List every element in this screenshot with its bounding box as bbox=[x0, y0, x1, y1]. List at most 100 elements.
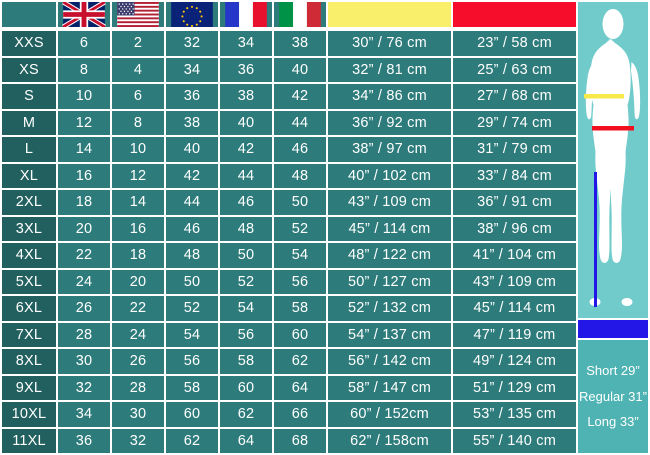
cell-it: 40 bbox=[274, 57, 326, 82]
cell-waist: 31” / 79 cm bbox=[453, 137, 576, 162]
header-cell-size bbox=[2, 2, 56, 27]
cell-eu: 40 bbox=[166, 137, 218, 162]
cell-it: 48 bbox=[274, 163, 326, 188]
header-cell-eu bbox=[166, 2, 218, 27]
table-row: 6XL 26 22 52 54 58 52” / 132 cm 45” / 114 cm bbox=[0, 296, 578, 323]
cell-uk: 14 bbox=[58, 137, 110, 162]
cell-fr: 64 bbox=[220, 428, 272, 453]
cell-uk: 10 bbox=[58, 84, 110, 109]
cell-us: 18 bbox=[112, 243, 164, 268]
cell-size: XL bbox=[2, 163, 56, 188]
cell-us: 14 bbox=[112, 190, 164, 215]
table-row: 5XL 24 20 50 52 56 50” / 127 cm 43” / 109 cm bbox=[0, 269, 578, 297]
cell-waist: 47” / 119 cm bbox=[453, 322, 576, 347]
cell-fr: 48 bbox=[220, 216, 272, 241]
cell-waist: 55” / 140 cm bbox=[453, 428, 576, 453]
cell-eu: 34 bbox=[166, 57, 218, 82]
cell-size: 5XL bbox=[2, 269, 56, 294]
cell-bust: 34” / 86 cm bbox=[328, 84, 451, 109]
cell-fr: 62 bbox=[220, 402, 272, 427]
cell-eu: 50 bbox=[166, 269, 218, 294]
cell-us: 32 bbox=[112, 428, 164, 453]
table-row: 11XL 36 32 62 64 68 62” / 158cm 55” / 140 cm bbox=[0, 428, 578, 455]
table-row: 7XL 28 24 54 56 60 54” / 137 cm 47” / 119 cm bbox=[0, 322, 578, 350]
table-header-row bbox=[0, 0, 578, 29]
cell-waist: 43” / 109 cm bbox=[453, 269, 576, 294]
cell-us: 22 bbox=[112, 296, 164, 321]
cell-it: 44 bbox=[274, 110, 326, 135]
cell-fr: 46 bbox=[220, 190, 272, 215]
cell-bust: 38” / 97 cm bbox=[328, 137, 451, 162]
cell-waist: 41” / 104 cm bbox=[453, 243, 576, 268]
cell-fr: 42 bbox=[220, 137, 272, 162]
inseam-line bbox=[594, 172, 597, 307]
cell-uk: 28 bbox=[58, 322, 110, 347]
size-table: XXS 6 2 32 34 38 30” / 76 cm 23” / 58 cm XS 8 4 34 3… bbox=[0, 0, 578, 455]
cell-us: 24 bbox=[112, 322, 164, 347]
cell-waist: 51” / 129 cm bbox=[453, 375, 576, 400]
table-row: XXS 6 2 32 34 38 30” / 76 cm 23” / 58 cm bbox=[0, 29, 578, 58]
cell-fr: 60 bbox=[220, 375, 272, 400]
cell-uk: 20 bbox=[58, 216, 110, 241]
cell-eu: 36 bbox=[166, 84, 218, 109]
cell-size: XS bbox=[2, 57, 56, 82]
waist-line bbox=[592, 126, 634, 131]
cell-fr: 36 bbox=[220, 57, 272, 82]
cell-eu: 46 bbox=[166, 216, 218, 241]
cell-fr: 40 bbox=[220, 110, 272, 135]
cell-fr: 50 bbox=[220, 243, 272, 268]
cell-waist: 36” / 91 cm bbox=[453, 190, 576, 215]
cell-bust: 52” / 132 cm bbox=[328, 296, 451, 321]
cell-us: 28 bbox=[112, 375, 164, 400]
table-row: 3XL 20 16 46 48 52 45” / 114 cm 38” / 96 cm bbox=[0, 216, 578, 244]
italy-flag-icon bbox=[274, 2, 326, 27]
cell-uk: 12 bbox=[58, 110, 110, 135]
cell-bust: 40” / 102 cm bbox=[328, 163, 451, 188]
cell-bust: 58” / 147 cm bbox=[328, 375, 451, 400]
cell-bust: 56” / 142 cm bbox=[328, 349, 451, 374]
inseam-color-bar bbox=[578, 320, 648, 338]
yellow-swatch-icon bbox=[328, 2, 451, 27]
cell-bust: 48” / 122 cm bbox=[328, 243, 451, 268]
cell-waist: 53” / 135 cm bbox=[453, 402, 576, 427]
cell-waist: 29” / 74 cm bbox=[453, 110, 576, 135]
red-swatch-icon bbox=[453, 2, 576, 27]
cell-it: 62 bbox=[274, 349, 326, 374]
italy-flag-svg bbox=[279, 2, 321, 27]
uk-flag-icon bbox=[58, 2, 110, 27]
cell-size: 3XL bbox=[2, 216, 56, 241]
cell-it: 42 bbox=[274, 84, 326, 109]
inseam-short: Short 29” bbox=[586, 363, 640, 379]
cell-size: 11XL bbox=[2, 428, 56, 453]
cell-eu: 58 bbox=[166, 375, 218, 400]
header-cell-us bbox=[112, 2, 164, 27]
cell-it: 64 bbox=[274, 375, 326, 400]
table-row: XS 8 4 34 36 40 32” / 81 cm 25” / 63 cm bbox=[0, 57, 578, 85]
cell-size: 9XL bbox=[2, 375, 56, 400]
cell-size: L bbox=[2, 137, 56, 162]
france-flag-icon bbox=[220, 2, 272, 27]
inseam-legend: Short 29” Regular 31” Long 33” bbox=[578, 340, 648, 453]
cell-eu: 60 bbox=[166, 402, 218, 427]
cell-us: 12 bbox=[112, 163, 164, 188]
cell-it: 52 bbox=[274, 216, 326, 241]
body-figure bbox=[578, 2, 648, 318]
table-row: 10XL 34 30 60 62 66 60” / 152cm 53” / 135 cm bbox=[0, 402, 578, 429]
inseam-regular: Regular 31” bbox=[579, 388, 647, 404]
cell-bust: 43” / 109 cm bbox=[328, 190, 451, 215]
cell-uk: 18 bbox=[58, 190, 110, 215]
cell-us: 20 bbox=[112, 269, 164, 294]
cell-eu: 54 bbox=[166, 322, 218, 347]
cell-eu: 42 bbox=[166, 163, 218, 188]
cell-eu: 32 bbox=[166, 31, 218, 56]
cell-bust: 30” / 76 cm bbox=[328, 31, 451, 56]
cell-it: 56 bbox=[274, 269, 326, 294]
cell-fr: 52 bbox=[220, 269, 272, 294]
cell-size: 4XL bbox=[2, 243, 56, 268]
cell-uk: 6 bbox=[58, 31, 110, 56]
us-flag-icon bbox=[112, 2, 164, 27]
cell-size: 10XL bbox=[2, 402, 56, 427]
cell-size: 7XL bbox=[2, 322, 56, 347]
cell-uk: 32 bbox=[58, 375, 110, 400]
table-row: 8XL 30 26 56 58 62 56” / 142 cm 49” / 124 cm bbox=[0, 349, 578, 376]
